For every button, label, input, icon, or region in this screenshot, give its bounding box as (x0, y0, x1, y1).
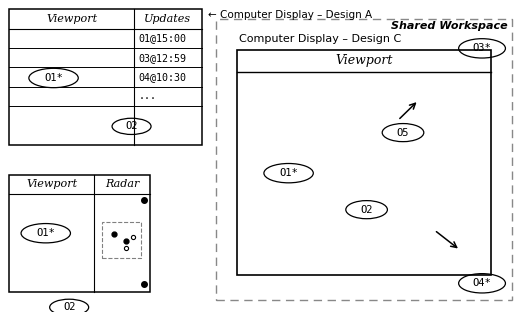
Text: Radar: Radar (105, 179, 139, 189)
Text: O4*: O4* (473, 278, 491, 288)
Text: O2: O2 (360, 205, 373, 215)
Text: O1*: O1* (36, 228, 55, 238)
Bar (9, 175, 150, 292)
Text: Viewport: Viewport (46, 14, 97, 24)
Text: O3*: O3* (473, 43, 491, 53)
Text: Viewport: Viewport (335, 54, 393, 67)
Bar (237, 50, 491, 275)
Text: O2: O2 (125, 121, 138, 131)
Text: O1*: O1* (279, 168, 298, 178)
Text: ← Computer Display – Design A: ← Computer Display – Design A (208, 10, 372, 20)
Text: 04@10:30: 04@10:30 (138, 72, 186, 82)
Text: O5: O5 (397, 128, 409, 138)
Text: O2: O2 (63, 302, 75, 312)
Bar (102, 222, 141, 258)
Text: Viewport: Viewport (26, 179, 77, 189)
Text: Updates: Updates (145, 14, 191, 24)
Text: O1*: O1* (44, 73, 63, 83)
Text: 01@15:00: 01@15:00 (138, 33, 186, 43)
Text: Shared Workspace: Shared Workspace (392, 21, 508, 31)
Text: Computer Display – Design C: Computer Display – Design C (239, 34, 401, 44)
Bar (216, 19, 512, 300)
Text: 03@12:59: 03@12:59 (138, 53, 186, 63)
Text: ...: ... (138, 91, 157, 101)
Bar (9, 9, 202, 145)
